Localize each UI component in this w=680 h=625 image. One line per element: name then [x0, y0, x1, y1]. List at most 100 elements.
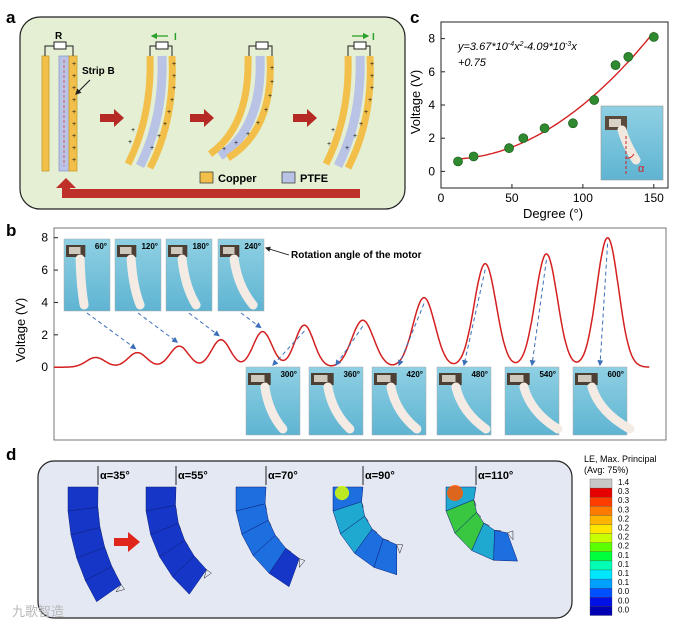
alpha-label: α=70°	[268, 470, 298, 482]
svg-text:+: +	[128, 139, 132, 146]
state-arrow-3	[293, 109, 317, 127]
angle-inset-photo: α	[600, 105, 664, 181]
c-xtick-label: 0	[438, 191, 445, 205]
peak-arrow	[335, 325, 364, 366]
panel-a-box	[19, 16, 406, 210]
strain-colorbar: 1.40.30.30.30.20.20.20.20.10.10.10.10.00…	[589, 478, 630, 616]
fem-model: α=70°	[235, 466, 306, 588]
angle-label: 540°	[539, 370, 556, 379]
panel-c-label: c	[410, 8, 419, 27]
svg-text:+: +	[256, 120, 260, 127]
colorbar-value: 1.4	[618, 478, 630, 487]
fem-model: α=35°	[67, 466, 130, 603]
peak-arrow	[398, 303, 425, 367]
sim-arrow	[114, 532, 140, 552]
photo-arrow	[240, 312, 262, 329]
panel-a-legend: Copper PTFE	[199, 171, 328, 185]
voltage-trace	[54, 237, 650, 368]
svg-text:+: +	[331, 127, 335, 134]
colorbar-value: 0.2	[618, 524, 630, 533]
alpha-label: α=35°	[100, 470, 130, 482]
annotation-arrow	[264, 246, 290, 256]
alpha-label: α=55°	[178, 470, 208, 482]
svg-text:+: +	[234, 140, 238, 147]
fit-equation: y=3.67*10-4x2-4.09*10-3x	[457, 41, 577, 53]
colorbar-value: 0.3	[618, 505, 630, 514]
colorbar-cell	[589, 506, 613, 516]
colorbar-cell	[589, 478, 613, 489]
data-point	[589, 95, 600, 105]
svg-text:+: +	[222, 146, 226, 153]
data-point	[648, 32, 659, 42]
c-ytick-label: 4	[428, 98, 435, 112]
svg-text:+: +	[327, 141, 331, 148]
svg-text:+: +	[72, 97, 76, 104]
alpha-symbol: α	[638, 163, 645, 175]
resistor-label: R	[55, 31, 63, 42]
svg-text:+: +	[368, 97, 372, 104]
c-ytick-label: 6	[428, 65, 435, 79]
colorbar-value: 0.0	[618, 605, 630, 614]
colorbar-value: 0.3	[618, 487, 630, 496]
alpha-label: α=110°	[478, 470, 513, 482]
panel-a-label: a	[6, 8, 16, 27]
data-point	[539, 123, 550, 134]
colorbar-value: 0.3	[618, 496, 630, 505]
circuit-1: R + + + + + + + + + Strip B	[41, 31, 115, 172]
panel-b-frame	[53, 227, 667, 441]
strip-label: Strip B	[82, 66, 115, 77]
b-ytick-label: 8	[41, 231, 48, 245]
motor-photo: 480°	[436, 366, 492, 436]
data-point	[610, 60, 621, 71]
peak-arrow	[272, 330, 305, 366]
legend-title-1: LE, Max. Principal	[584, 454, 657, 464]
state-arrow-2	[190, 109, 214, 127]
colorbar-cell	[589, 515, 613, 525]
watermark: 九歌智造	[12, 604, 64, 619]
data-point	[468, 151, 479, 162]
motor-photo: 540°	[504, 366, 563, 436]
svg-text:+: +	[157, 133, 161, 140]
peak-arrow	[529, 259, 547, 367]
peak-arrow	[597, 243, 609, 367]
panel-b: b 0 2 4 6 8 Voltage (V) 60° 120° 180° 240° 300° 3…	[6, 221, 667, 441]
c-ytick-label: 2	[428, 131, 435, 145]
fem-model: α=110°	[445, 466, 518, 562]
svg-text:+: +	[270, 79, 274, 86]
data-point	[518, 133, 529, 144]
motor-photo: 60°	[63, 238, 111, 312]
motor-photo: 180°	[165, 238, 213, 312]
colorbar-value: 0.2	[618, 542, 630, 551]
c-ylabel: Voltage (V)	[408, 70, 423, 134]
colorbar-cell	[589, 551, 613, 562]
colorbar-cell	[589, 597, 613, 607]
svg-text:+: +	[370, 61, 374, 68]
svg-text:+: +	[264, 107, 268, 114]
photo-arrow	[188, 312, 220, 337]
svg-text:+: +	[167, 109, 171, 116]
svg-text:+: +	[72, 109, 76, 116]
motor-photo: 120°	[114, 238, 162, 312]
data-point	[623, 52, 634, 62]
legend-label-ptfe: PTFE	[300, 173, 328, 185]
circuit-4: ++++ ++++ ++ I	[322, 32, 375, 170]
current-label-1: I	[174, 32, 177, 43]
motor-photo: 300°	[245, 366, 301, 436]
angle-label: 600°	[607, 370, 624, 379]
voltage-trace-chart: 0 2 4 6 8	[41, 231, 650, 374]
svg-text:+: +	[246, 131, 250, 138]
svg-text:+: +	[150, 145, 154, 152]
legend-swatch-copper	[199, 171, 214, 184]
fit-equation-line2: +0.75	[458, 57, 487, 69]
motor-photo: 420°	[371, 366, 427, 436]
panel-a: a R ++++ +++++ Strip B	[6, 8, 406, 210]
svg-text:+: +	[270, 65, 274, 72]
motor-photo: 600°	[572, 366, 635, 436]
c-xtick-label: 50	[505, 191, 519, 205]
colorbar-value: 0.1	[618, 551, 630, 560]
b-ytick-label: 0	[41, 360, 48, 374]
peak-arrow	[462, 269, 486, 367]
b-ylabel: Voltage (V)	[13, 298, 28, 362]
colorbar-cell	[589, 487, 613, 498]
colorbar-value: 0.2	[618, 533, 630, 542]
